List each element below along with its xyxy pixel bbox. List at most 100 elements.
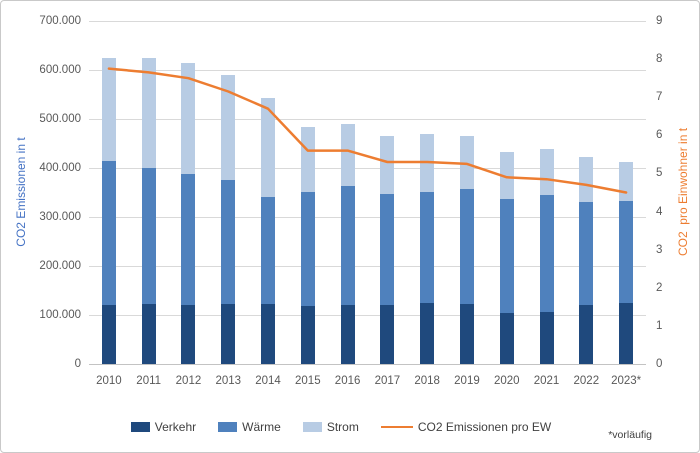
x-axis-tick-label: 2012 [175,375,202,387]
x-axis-tick-label: 2011 [136,375,162,387]
bar-segment-verkehr-2022 [579,304,594,364]
x-axis-tick-label: 2016 [334,375,361,387]
gridline [89,21,646,22]
bar-segment-strom-2013 [221,75,236,181]
bar-segment-w-rme-2020 [499,199,514,313]
x-axis-tick-label: 2022 [573,375,600,387]
bar-segment-verkehr-2016 [340,305,355,364]
legend: Verkehr Wärme Strom CO2 Emissionen pro EW [1,420,681,434]
x-axis-line [89,364,646,365]
gridline [89,266,646,267]
bar-segment-w-rme-2019 [459,189,474,304]
bar-segment-w-rme-2021 [539,195,554,312]
x-axis-tick-label: 2010 [96,375,122,387]
left-axis-title: CO2 Emissionen in t [14,137,28,247]
right-axis-tick-label: 3 [656,243,663,256]
x-axis-tick-label: 2013 [215,375,242,387]
bar-segment-verkehr-2019 [459,303,474,364]
co2-pro-ew-line [107,67,628,194]
bar-segment-verkehr-2010 [101,305,116,364]
bar-segment-strom-2012 [181,63,196,175]
x-axis-tick-label: 2023* [611,375,642,387]
x-axis-tick-label: 2020 [493,375,520,387]
right-axis-tick-label: 7 [656,91,663,104]
footnote: *vorläufig [608,429,652,441]
bar-segment-verkehr-2021 [539,311,554,364]
legend-label: Verkehr [154,420,197,434]
x-axis-tick-label: 2019 [454,375,480,387]
bar-segment-w-rme-2010 [101,161,116,306]
left-axis-tick-label: 600.000 [39,64,81,76]
bar-segment-strom-2021 [539,148,554,196]
right-axis-tick-label: 1 [656,319,663,332]
bar-segment-strom-2015 [300,127,315,192]
bar-segment-strom-2022 [579,156,594,203]
left-axis-tick-label: 500.000 [39,113,81,125]
bar-segment-verkehr-2023 [619,302,634,364]
right-axis-tick-label: 2 [656,281,663,294]
legend-color-swatch-icon [218,422,238,432]
x-axis-tick-label: 2017 [374,375,401,387]
gridline [89,315,646,316]
bar-segment-strom-2019 [459,136,474,190]
left-axis-tick-label: 300.000 [39,211,81,223]
legend-label: Strom [326,420,359,434]
right-axis-title: CO2 pro Einwohner in t [676,127,690,257]
left-axis-tick-label: 0 [74,358,81,370]
x-axis-tick-label: 2021 [533,375,560,387]
plot-area [89,21,646,365]
gridline [89,119,646,120]
right-axis-tick-label: 8 [656,53,663,66]
legend-item-co2-emissionen-pro-ew: CO2 Emissionen pro EW [380,420,552,434]
bar-segment-verkehr-2014 [261,304,276,364]
legend-color-swatch-icon [130,422,150,432]
legend-label: Wärme [242,420,281,434]
bar-segment-verkehr-2011 [141,304,156,364]
bar-segment-w-rme-2013 [221,180,236,305]
legend-item-strom: Strom [302,420,359,434]
left-axis-tick-label: 200.000 [39,260,81,272]
left-axis-tick-label: 700.000 [39,15,81,27]
right-axis-tick-label: 9 [656,15,663,27]
bar-segment-verkehr-2013 [221,304,236,364]
legend-label: CO2 Emissionen pro EW [417,420,552,434]
right-axis-tick-label: 0 [656,358,663,370]
bar-segment-w-rme-2022 [579,202,594,305]
bar-segment-w-rme-2014 [261,196,276,305]
bar-segment-w-rme-2012 [181,174,196,305]
bar-segment-w-rme-2011 [141,168,156,305]
x-axis-tick-label: 2015 [295,375,321,387]
gridline [89,70,646,71]
right-axis-tick-label: 4 [656,205,663,218]
bar-segment-strom-2014 [261,97,276,197]
bar-segment-w-rme-2017 [380,193,395,306]
legend-item-verkehr: Verkehr [130,420,197,434]
bar-segment-verkehr-2017 [380,305,395,364]
bar-segment-strom-2020 [499,151,514,200]
line-series-co2-pro-ew [107,67,628,194]
legend-item-w-rme: Wärme [218,420,281,434]
gridline [89,168,646,169]
bar-segment-strom-2010 [101,58,116,162]
x-axis-tick-label: 2014 [255,375,281,387]
bar-segment-verkehr-2015 [300,306,315,364]
bar-segment-verkehr-2018 [420,303,435,364]
left-axis-tick-label: 400.000 [39,162,81,174]
left-axis-tick-label: 100.000 [39,309,81,321]
right-axis-tick-label: 6 [656,129,663,142]
bar-segment-verkehr-2020 [499,312,514,364]
bar-segment-verkehr-2012 [181,304,196,364]
bar-segment-w-rme-2015 [300,192,315,307]
bar-segment-strom-2016 [340,124,355,186]
bar-segment-strom-2017 [380,135,395,194]
bar-segment-w-rme-2023 [619,201,634,303]
right-axis-tick-label: 5 [656,167,663,180]
bar-segment-w-rme-2018 [420,192,435,304]
bar-segment-w-rme-2016 [340,185,355,306]
x-axis-tick-label: 2018 [414,375,440,387]
gridline [89,217,646,218]
legend-color-swatch-icon [302,422,322,432]
bar-segment-strom-2011 [141,58,156,168]
legend-line-swatch-icon [380,425,413,429]
